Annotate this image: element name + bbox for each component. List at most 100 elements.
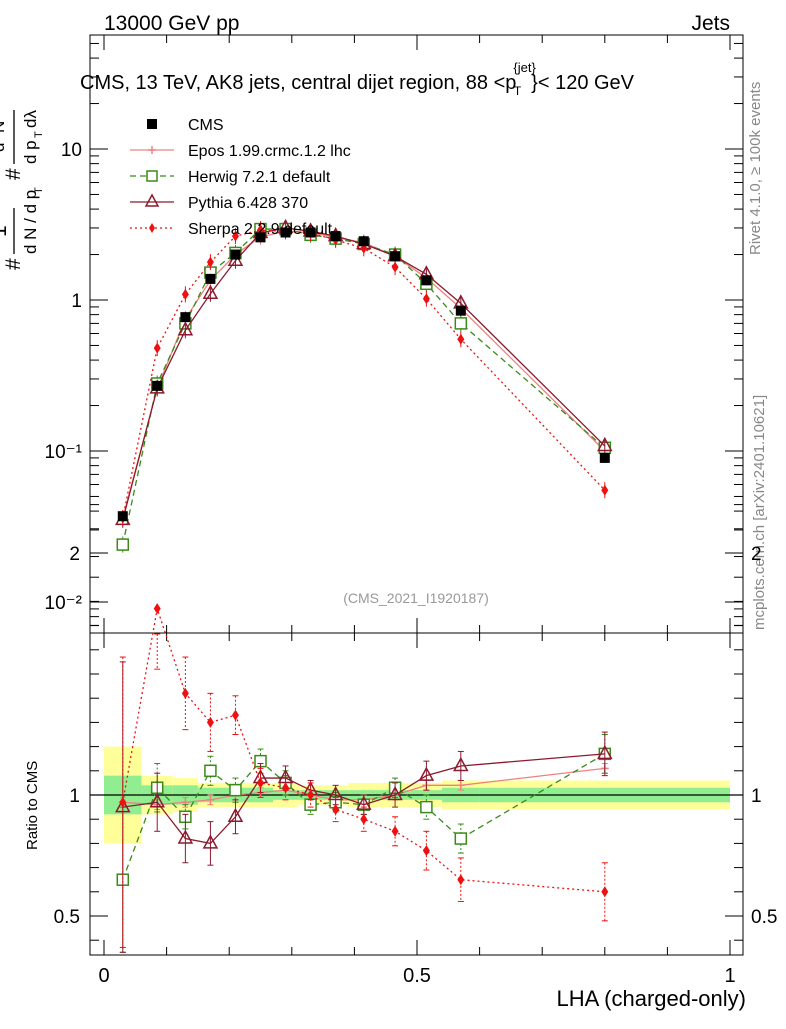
- sherpa-ratio-point: [307, 789, 315, 801]
- cms-point: [152, 380, 163, 391]
- sherpa-ratio-point: [332, 804, 340, 816]
- sherpa-point: [391, 261, 399, 273]
- epos-ratio-point: [206, 795, 215, 804]
- pythia-ratio-point: [177, 829, 194, 844]
- analysis-watermark: (CMS_2021_I1920187): [343, 590, 489, 606]
- pythia-ratio-point: [327, 785, 344, 801]
- cms-point: [358, 236, 369, 247]
- herwig-point: [454, 317, 468, 330]
- sherpa-ratio-point: [231, 709, 239, 721]
- x-tick-label: 0: [98, 965, 109, 987]
- sherpa-ratio-point: [119, 796, 127, 808]
- pythia-ratio-point: [356, 795, 372, 810]
- legend-marker-sherpa: [149, 223, 155, 233]
- x-tick-label: 1: [724, 965, 735, 987]
- svg-text:N: N: [0, 121, 8, 133]
- sherpa-ratio-point: [206, 716, 214, 728]
- y-tick-label: 1: [71, 291, 82, 312]
- sherpa-point: [601, 484, 609, 496]
- legend-marker-cms: [147, 119, 157, 129]
- sherpa-ratio-point: [391, 825, 399, 837]
- sherpa-ratio-point: [153, 603, 161, 615]
- herwig-ratio-line: [122, 753, 606, 880]
- cms-point: [421, 275, 432, 286]
- pythia-ratio-point: [115, 798, 131, 813]
- x-tick-label: 0.5: [403, 965, 431, 987]
- sherpa-ratio-point: [257, 777, 264, 789]
- sherpa-point: [422, 293, 430, 305]
- svg-text:d p: d p: [21, 140, 40, 164]
- ratio-tick-label: 1: [69, 786, 80, 807]
- plot-title: CMS, 13 TeV, AK8 jets, central dijet reg…: [80, 60, 635, 98]
- svg-text:#: #: [2, 258, 25, 270]
- cms-point: [180, 312, 191, 323]
- legend-label-epos: Epos 1.99.crmc.1.2 lhc: [188, 143, 351, 160]
- cms-point: [330, 231, 341, 242]
- pythia-ratio-point: [149, 793, 165, 808]
- plot-title-main: CMS, 13 TeV, AK8 jets, central dijet reg…: [80, 72, 516, 94]
- sherpa-point: [153, 342, 161, 354]
- pythia-point: [202, 284, 219, 299]
- header-energy: 13000 GeV pp: [104, 12, 239, 35]
- sherpa-point: [231, 230, 239, 242]
- pythia-ratio-point: [387, 785, 403, 801]
- svg-text:dλ: dλ: [21, 110, 40, 128]
- cms-point: [230, 249, 241, 260]
- herwig-line: [122, 228, 606, 545]
- legend-label-cms: CMS: [188, 117, 224, 134]
- sherpa-ratio-point: [457, 874, 465, 886]
- sherpa-ratio-point: [601, 886, 609, 898]
- rivet-label: Rivet 4.1.0, ≥ 100k events: [747, 82, 764, 255]
- sherpa-ratio-line: [122, 608, 605, 893]
- epos-ratio-line: [122, 767, 605, 806]
- plot-title-sup: {jet}: [513, 60, 536, 75]
- y-tick-label: 10⁻²: [45, 593, 83, 614]
- cms-point: [390, 251, 401, 262]
- y-axis-label-top: # 1 d N / d p T # d 2 N d p T dλ: [0, 110, 45, 270]
- sherpa-point: [457, 333, 465, 345]
- legend-label-sherpa: Sherpa 2.2.9 default: [188, 221, 333, 238]
- sherpa-ratio-point: [181, 687, 189, 699]
- y-axis-label-bottom: Ratio to CMS: [24, 761, 41, 850]
- sherpa-point: [181, 288, 189, 300]
- herwig-ratio-point: [454, 832, 468, 845]
- pythia-point: [177, 321, 194, 336]
- cms-point: [305, 227, 316, 238]
- mcplots-label: mcplots.cern.ch [arXiv:2401.10621]: [751, 395, 768, 630]
- legend-label-herwig: Herwig 7.2.1 default: [188, 169, 331, 186]
- svg-text:d: d: [0, 143, 8, 152]
- y-tick-label: 10⁻¹: [45, 442, 83, 463]
- axis-ticks: 0 0.5 1 10⁻² 10⁻¹ 1 10 0.5 0.5 1 1 2 2: [45, 35, 777, 987]
- x-axis-label: LHA (charged-only): [556, 986, 746, 1011]
- svg-text:T: T: [33, 187, 45, 194]
- svg-text:#: #: [2, 168, 25, 180]
- sherpa-ratio-point: [282, 782, 290, 794]
- pythia-ratio-point: [418, 766, 435, 781]
- ratio-tick-label-right: 0.5: [751, 907, 777, 928]
- legend: CMS Epos 1.99.crmc.1.2 lhc Herwig 7.2.1 de…: [130, 117, 351, 238]
- legend-marker-epos: [148, 146, 156, 154]
- legend-marker-pythia: [144, 193, 160, 207]
- herwig-point: [116, 538, 130, 551]
- cms-point: [280, 227, 291, 238]
- legend-label-pythia: Pythia 6.428 370: [188, 195, 308, 212]
- pythia-point: [597, 436, 613, 452]
- pythia-ratio-point: [453, 756, 469, 772]
- herwig-ratio-point: [204, 764, 217, 778]
- svg-text:T: T: [33, 131, 45, 138]
- header-category: Jets: [691, 12, 730, 35]
- epos-ratio-point: [456, 781, 465, 790]
- cms-point: [599, 452, 610, 463]
- ratio-tick-label: 2: [69, 544, 80, 565]
- legend-marker-herwig: [146, 170, 158, 182]
- cms-point: [455, 305, 466, 316]
- herwig-ratio-point: [229, 783, 242, 797]
- svg-text:d N / d p: d N / d p: [21, 190, 40, 254]
- sherpa-ratio-point: [360, 813, 368, 825]
- pythia-ratio-point: [202, 834, 219, 849]
- cms-point: [117, 511, 128, 522]
- herwig-ratio-point: [420, 800, 433, 814]
- ratio-tick-label-right: 1: [751, 786, 762, 807]
- plot-title-tail: }< 120 GeV: [531, 72, 635, 94]
